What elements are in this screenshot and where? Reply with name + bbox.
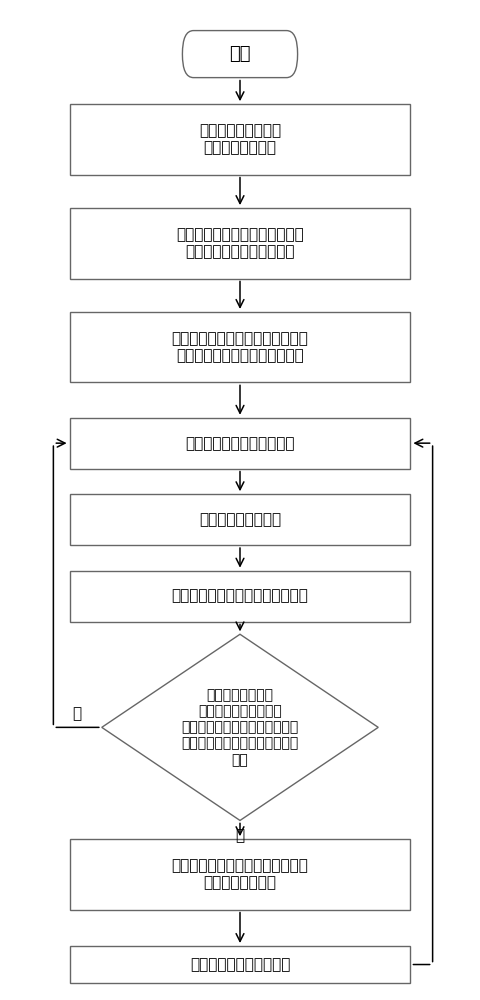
Text: 径向矿焦比曲线的
误差大于误差允许值或
当前高炉布料过程中的布料料面
与料面曲线的误差大于误差允许
值？: 径向矿焦比曲线的 误差大于误差允许值或 当前高炉布料过程中的布料料面 与料面曲线… <box>181 688 299 767</box>
FancyBboxPatch shape <box>70 418 410 469</box>
Text: 采集高炉炉料参数和
高炉炉体设备参数: 采集高炉炉料参数和 高炉炉体设备参数 <box>199 123 281 156</box>
FancyBboxPatch shape <box>70 571 410 622</box>
Text: 否: 否 <box>235 828 245 843</box>
Text: 对当前高炉布料过程进行实时控制: 对当前高炉布料过程进行实时控制 <box>171 589 309 604</box>
FancyBboxPatch shape <box>70 312 410 382</box>
FancyBboxPatch shape <box>70 839 410 910</box>
Text: 是: 是 <box>72 706 81 721</box>
FancyBboxPatch shape <box>70 104 410 175</box>
FancyBboxPatch shape <box>182 31 298 78</box>
FancyBboxPatch shape <box>70 946 410 983</box>
Text: 进行下一次高炉布料控制: 进行下一次高炉布料控制 <box>190 957 290 972</box>
Text: 建立高炉布料过程控制模型: 建立高炉布料过程控制模型 <box>185 436 295 451</box>
Text: 建立高炉布料各控制参量与当前
形成的布料料面的函数关系: 建立高炉布料各控制参量与当前 形成的布料料面的函数关系 <box>176 227 304 259</box>
FancyBboxPatch shape <box>70 208 410 279</box>
Polygon shape <box>102 634 378 820</box>
FancyBboxPatch shape <box>70 494 410 545</box>
Text: 开始: 开始 <box>229 45 251 63</box>
Text: 根据当前的径向矿焦比曲线完成当
前的高炉布料过程: 根据当前的径向矿焦比曲线完成当 前的高炉布料过程 <box>171 858 309 891</box>
Text: 确定最优的控制参量: 确定最优的控制参量 <box>199 512 281 527</box>
Text: 建立当前形成的布料料面与料面下
降后的布料料面之间的函数关系: 建立当前形成的布料料面与料面下 降后的布料料面之间的函数关系 <box>171 331 309 363</box>
